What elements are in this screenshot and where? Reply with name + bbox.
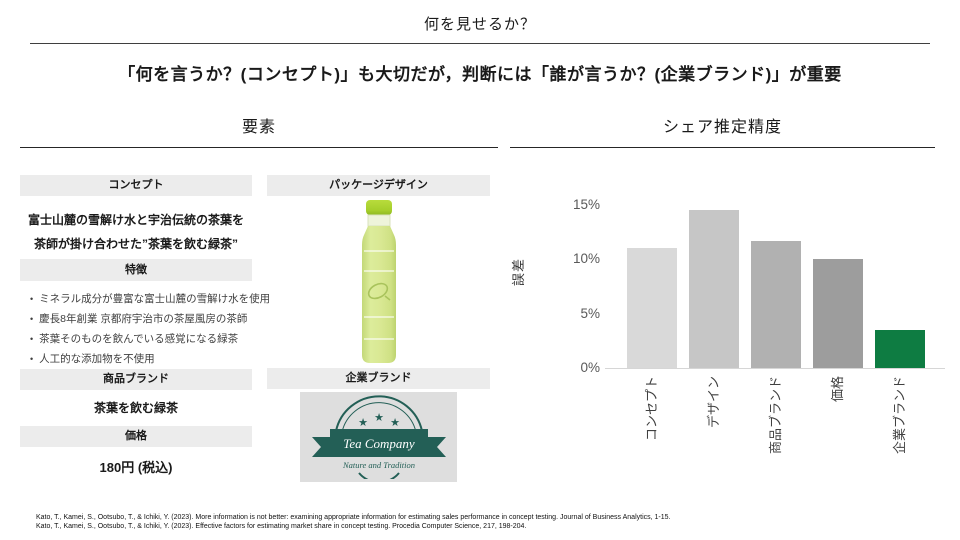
share-accuracy-chart: 誤差 15% 10% 5% 0% コンセプト デザイン 商品ブランド 価格 企業ブランド [510,185,950,515]
bullet-icon: • [30,354,34,364]
feature-item: • 茶葉そのものを飲んでいる感覚になる緑茶 [30,333,239,345]
citation-1: Kato, T., Kamei, S., Ootsubo, T., & Ichi… [36,514,671,521]
bar-デザイン [689,210,739,368]
green-tea-bottle-icon [361,200,396,363]
bottle-image [267,196,490,368]
leaf-logo-icon [367,282,390,301]
bar-コンセプト [627,248,677,368]
citation-2: Kato, T., Kamei, S., Ootsubo, T., & Ichi… [36,522,527,530]
x-axis-label: 価格 [830,376,845,403]
svg-text:★: ★ [374,412,384,424]
x-axis-line [605,368,945,369]
right-section-divider [510,147,935,148]
logo-name-text: Tea Company [343,436,415,451]
concept-text: 富士山麓の雪解け水と宇治伝統の茶葉を 茶師が掛け合わせた”茶葉を飲む緑茶” [20,196,252,259]
x-axis-label: デザイン [706,376,721,429]
page-title: 何を見せるか？ [423,16,536,33]
y-axis-label: 誤差 [511,258,526,287]
concept-line-1: 富士山麓の雪解け水と宇治伝統の茶葉を [27,213,244,227]
x-axis-label: コンセプト [644,376,659,442]
svg-text:★: ★ [390,417,400,429]
x-axis-label: 商品ブランド [768,376,783,455]
package-design-header: パッケージデザイン [267,175,490,196]
concept-header: コンセプト [20,175,252,196]
price-header: 価格 [20,426,252,447]
bullet-icon: • [30,294,34,304]
bullet-icon: • [30,334,34,344]
svg-text:★: ★ [358,417,368,429]
product-brand-header: 商品ブランド [20,369,252,390]
product-brand-value: 茶葉を飲む緑茶 [93,401,178,415]
key-message: 「何を言うか？(コンセプト)」も大切だが，判断には「誰が言うか？(企業ブランド)… [118,65,842,84]
concept-table: コンセプト 富士山麓の雪解け水と宇治伝統の茶葉を 茶師が掛け合わせた”茶葉を飲む… [20,175,271,484]
price-value: 180円 (税込) [99,460,173,475]
logo-tagline-text: Nature and Tradition [342,460,415,470]
left-section-divider [20,147,498,148]
bar-商品ブランド [751,241,801,368]
x-axis-label: 企業ブランド [892,376,907,455]
corporate-brand-header: 企業ブランド [267,368,490,389]
feature-item: • ミネラル成分が豊富な富士山麓の雪解け水を使用 [30,293,271,305]
y-axis-tick: 15% [572,197,600,212]
corporate-brand-logo: ★ ★ ★ Tea Company Nature and Tradition [300,392,457,482]
y-axis-tick: 5% [580,305,600,321]
feature-item: • 慶長8年創業 京都府宇治市の茶屋風房の茶師 [30,313,248,325]
right-section-heading: シェア推定精度 [662,119,782,136]
title-divider [30,43,930,44]
left-section-heading: 要素 [241,119,276,136]
bullet-icon: • [30,314,34,324]
features-list: • ミネラル成分が豊富な富士山麓の雪解け水を使用 • 慶長8年創業 京都府宇治市の茶屋… [20,281,271,369]
features-header: 特徴 [20,259,252,281]
concept-line-2: 茶師が掛け合わせた”茶葉を飲む緑茶” [33,237,238,251]
citations: Kato, T., Kamei, S., Ootsubo, T., & Ichi… [36,514,670,531]
stars-icon: ★ ★ ★ [358,412,400,429]
y-axis-tick: 10% [572,251,600,267]
package-panel: パッケージデザイン [267,175,490,482]
y-axis-tick: 0% [580,360,600,375]
bar-価格 [813,259,863,368]
feature-item: • 人工的な添加物を不使用 [30,353,155,365]
tea-company-badge-icon: ★ ★ ★ Tea Company Nature and Tradition [311,395,446,479]
bar-企業ブランド [875,330,925,368]
